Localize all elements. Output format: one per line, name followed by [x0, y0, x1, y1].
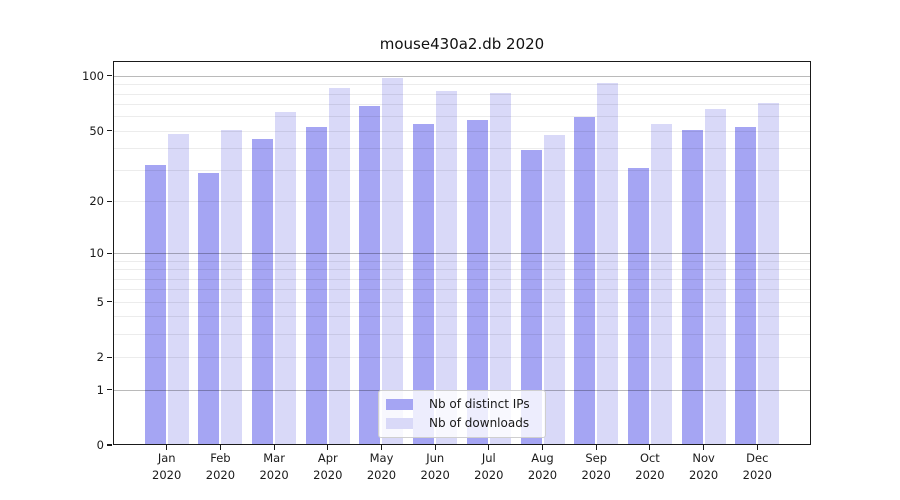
- bar-distinct-ips-jul: [466, 120, 488, 445]
- x-axis-tick: [166, 445, 168, 450]
- gridline-minor: [113, 104, 811, 105]
- bar-downloads-jun: [436, 90, 458, 445]
- bar-downloads-may: [382, 78, 404, 445]
- x-axis-tick: [703, 445, 705, 450]
- y-axis-tick: [107, 129, 112, 132]
- x-tick-label: Jun 2020: [420, 451, 450, 482]
- x-axis-tick: [649, 445, 651, 450]
- x-axis-tick: [273, 445, 275, 450]
- bar-downloads-oct: [650, 124, 672, 445]
- legend-swatch-distinct-ips-icon: [386, 398, 413, 410]
- bar-downloads-nov: [704, 108, 726, 445]
- gridline-major: [113, 75, 811, 77]
- legend-label-distinct-ips: Nb of distinct IPs: [429, 397, 530, 411]
- bar-downloads-feb: [221, 130, 243, 445]
- bar-downloads-jan: [167, 133, 189, 445]
- bar-distinct-ips-may: [359, 106, 381, 445]
- legend-entry-distinct-ips: Nb of distinct IPs: [386, 397, 536, 411]
- bar-distinct-ips-jan: [144, 165, 166, 445]
- x-tick-label: Aug 2020: [527, 451, 558, 482]
- bar-distinct-ips-mar: [252, 138, 274, 445]
- y-tick-label: 5: [96, 294, 104, 309]
- x-tick-label: Feb 2020: [205, 451, 236, 482]
- bar-downloads-aug: [543, 135, 565, 445]
- bar-distinct-ips-jun: [413, 124, 435, 445]
- x-tick-label: Mar 2020: [259, 451, 289, 482]
- bar-downloads-jul: [489, 93, 511, 445]
- bar-distinct-ips-apr: [305, 127, 327, 445]
- bar-downloads-dec: [758, 102, 780, 445]
- bar-distinct-ips-nov: [681, 130, 703, 445]
- y-tick-label: 50: [89, 123, 104, 138]
- legend-entry-downloads: Nb of downloads: [386, 416, 536, 430]
- y-tick-label: 20: [89, 194, 104, 209]
- x-axis-tick: [380, 445, 383, 450]
- x-tick-label: Jul 2020: [474, 451, 504, 482]
- y-tick-label: 100: [82, 68, 104, 83]
- x-tick-label: Sep 2020: [581, 451, 611, 482]
- y-tick-label: 2: [96, 350, 104, 365]
- x-tick-label: May 2020: [366, 451, 397, 482]
- x-tick-label: Nov 2020: [688, 451, 719, 482]
- x-axis-tick: [219, 445, 221, 450]
- bar-downloads-sep: [597, 83, 619, 445]
- x-axis-tick: [434, 445, 436, 450]
- y-axis-tick: [107, 444, 112, 446]
- x-tick-label: Oct 2020: [635, 451, 665, 482]
- legend-label-downloads: Nb of downloads: [429, 416, 530, 430]
- x-tick-label: Apr 2020: [313, 451, 343, 482]
- bar-distinct-ips-dec: [735, 127, 757, 445]
- x-axis-tick: [488, 445, 490, 450]
- y-axis-tick: [107, 75, 112, 77]
- gridline-minor: [113, 93, 811, 95]
- legend-swatch-downloads-icon: [386, 417, 413, 429]
- y-tick-label: 1: [96, 382, 104, 397]
- bar-distinct-ips-aug: [520, 149, 542, 445]
- legend: Nb of distinct IPs Nb of downloads: [378, 390, 546, 438]
- x-axis-tick: [327, 445, 329, 450]
- gridline-minor: [113, 84, 811, 86]
- x-axis-tick: [756, 445, 758, 450]
- bar-distinct-ips-sep: [574, 117, 596, 445]
- y-axis-tick: [107, 356, 112, 358]
- bar-downloads-apr: [328, 87, 350, 445]
- bar-distinct-ips-feb: [198, 172, 220, 445]
- bar-downloads-mar: [275, 112, 297, 445]
- x-tick-label: Jan 2020: [152, 451, 182, 482]
- y-axis-tick: [107, 389, 112, 391]
- chart-title: mouse430a2.db 2020: [379, 35, 545, 53]
- y-axis-tick: [107, 200, 112, 202]
- x-axis-tick: [541, 445, 544, 450]
- y-tick-label: 0: [96, 438, 104, 452]
- x-tick-label: Dec 2020: [742, 451, 772, 482]
- y-axis-tick: [107, 252, 112, 254]
- x-axis-tick: [595, 445, 597, 450]
- y-tick-label: 10: [89, 246, 104, 261]
- y-axis-tick: [107, 301, 112, 303]
- bar-distinct-ips-oct: [627, 167, 649, 445]
